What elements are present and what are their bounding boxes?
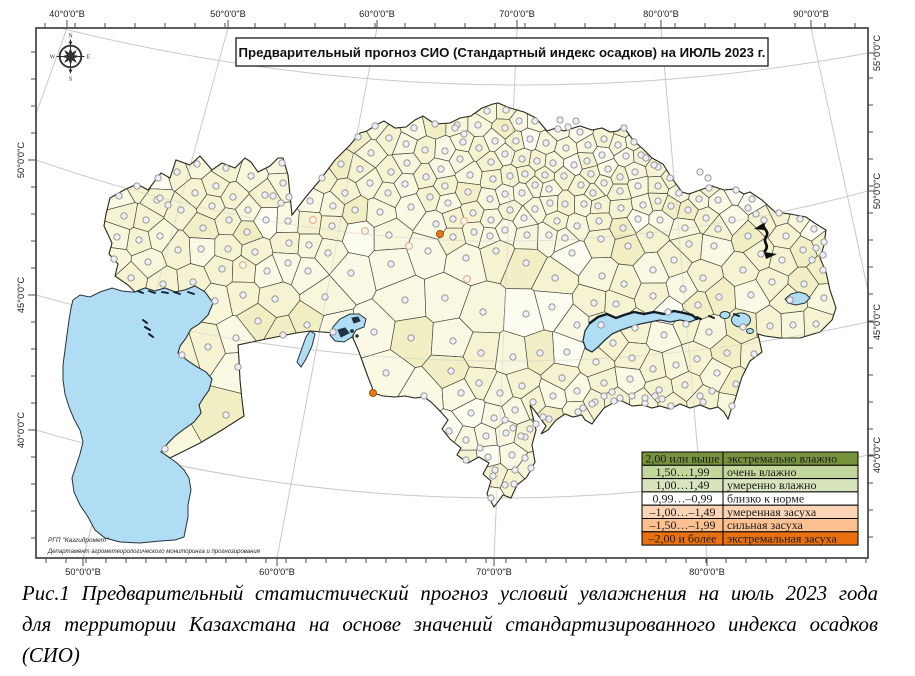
svg-text:45°0'0"С: 45°0'0"С	[16, 277, 26, 313]
svg-text:0,99…–0,99: 0,99…–0,99	[653, 492, 713, 506]
svg-text:50°0'0"В: 50°0'0"В	[210, 9, 246, 19]
svg-text:Департамент агрометеорологичес: Департамент агрометеорологического монит…	[47, 549, 261, 555]
svg-text:–1,50…–1,99: –1,50…–1,99	[649, 518, 716, 532]
svg-text:РГП "Казгидромет": РГП "Казгидромет"	[48, 536, 109, 544]
svg-text:50°0'0"В: 50°0'0"В	[65, 567, 101, 577]
svg-text:40°0'0"В: 40°0'0"В	[49, 9, 85, 19]
svg-text:60°0'0"В: 60°0'0"В	[259, 567, 295, 577]
svg-text:40°0'0"С: 40°0'0"С	[16, 412, 26, 448]
svg-text:55°0'0"С: 55°0'0"С	[872, 35, 882, 71]
svg-text:70°0'0"В: 70°0'0"В	[476, 567, 512, 577]
svg-text:1,00…1,49: 1,00…1,49	[656, 478, 710, 492]
svg-text:экстремальная засуха: экстремальная засуха	[727, 531, 837, 545]
svg-text:80°0'0"В: 80°0'0"В	[689, 567, 725, 577]
svg-text:50°0'0"С: 50°0'0"С	[16, 142, 26, 178]
svg-text:2,00 или выше: 2,00 или выше	[645, 452, 719, 466]
svg-text:умеренная засуха: умеренная засуха	[727, 505, 817, 519]
svg-text:умеренно влажно: умеренно влажно	[727, 478, 816, 492]
svg-text:60°0'0"В: 60°0'0"В	[359, 9, 395, 19]
svg-text:50°0'0"С: 50°0'0"С	[872, 173, 882, 209]
svg-text:W: W	[50, 55, 56, 61]
svg-text:1,50…1,99: 1,50…1,99	[656, 465, 710, 479]
svg-text:очень влажно: очень влажно	[727, 465, 796, 479]
svg-text:N: N	[68, 34, 73, 40]
svg-text:экстремально влажно: экстремально влажно	[727, 452, 837, 466]
svg-text:80°0'0"В: 80°0'0"В	[643, 9, 679, 19]
svg-text:Предварительный прогноз СИО (С: Предварительный прогноз СИО (Стандартный…	[239, 45, 766, 60]
svg-text:–1,00…–1,49: –1,00…–1,49	[649, 505, 716, 519]
svg-text:90°0'0"В: 90°0'0"В	[793, 9, 829, 19]
svg-text:–2,00 и более: –2,00 и более	[647, 531, 716, 545]
svg-text:40°0'0"С: 40°0'0"С	[872, 437, 882, 473]
svg-text:E: E	[87, 55, 91, 61]
svg-text:близко к норме: близко к норме	[727, 492, 804, 506]
svg-text:сильная засуха: сильная засуха	[727, 518, 804, 532]
svg-text:70°0'0"В: 70°0'0"В	[499, 9, 535, 19]
svg-text:45°0'0"С: 45°0'0"С	[872, 304, 882, 340]
svg-text:S: S	[69, 77, 72, 83]
